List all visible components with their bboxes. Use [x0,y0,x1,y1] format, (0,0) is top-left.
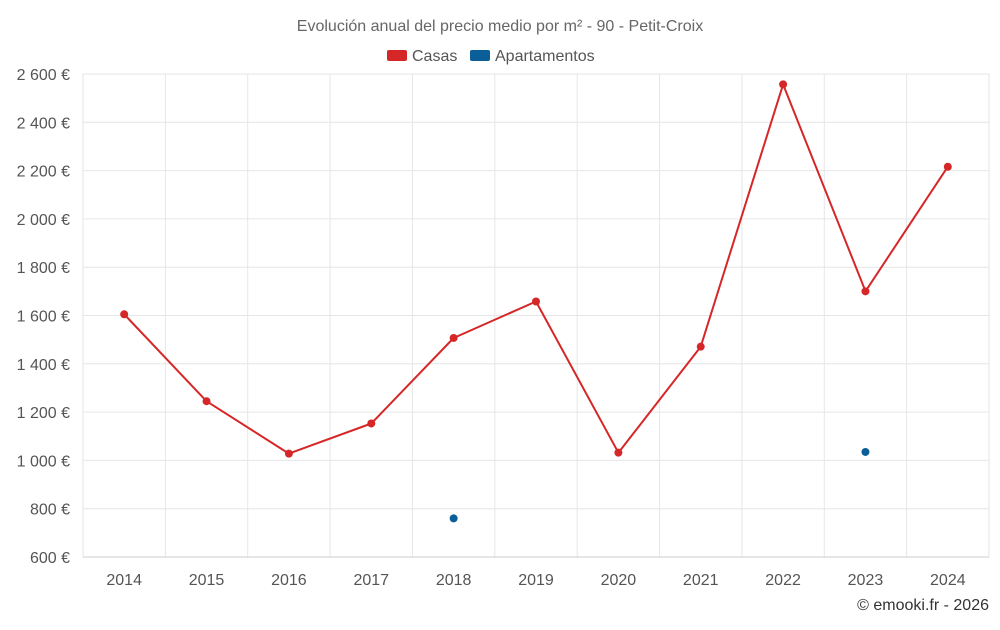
legend-label-casas: Casas [412,48,457,65]
x-tick-label: 2024 [930,572,966,589]
data-point-casas[interactable] [779,80,788,89]
data-point-apartamentos[interactable] [449,514,458,523]
y-tick-label: 600 € [30,550,70,567]
x-tick-label: 2014 [106,572,142,589]
x-tick-label: 2021 [683,572,719,589]
y-axis-tick-labels: 600 € 800 € 1 000 € 1 200 € 1 400 € 1 600 € 1 … [17,67,70,567]
data-point-casas[interactable] [943,162,952,171]
x-tick-label: 2015 [189,572,225,589]
x-tick-label: 2018 [436,572,472,589]
legend-item-apartamentos[interactable]: Apartamentos [470,48,595,65]
y-tick-label: 1 600 € [17,309,70,326]
data-point-casas[interactable] [449,333,458,342]
series-apartamentos [449,447,870,523]
y-tick-label: 2 600 € [17,67,70,84]
x-tick-label: 2020 [601,572,637,589]
x-gridlines [82,74,990,557]
data-point-apartamentos[interactable] [861,447,870,456]
legend-swatch-apartamentos [470,50,490,61]
legend-item-casas[interactable]: Casas [387,48,457,65]
x-tick-label: 2022 [765,572,801,589]
y-tick-label: 2 000 € [17,212,70,229]
data-point-casas[interactable] [120,310,129,319]
series-casas [120,80,952,458]
legend-label-apartamentos: Apartamentos [495,48,595,65]
credit-text: © emooki.fr - 2026 [857,597,989,614]
data-point-casas[interactable] [367,419,376,428]
x-tick-label: 2019 [518,572,554,589]
y-tick-label: 800 € [30,502,70,519]
data-point-casas[interactable] [202,397,211,406]
y-tick-label: 1 000 € [17,453,70,470]
data-point-casas[interactable] [614,448,623,457]
series-layer [120,80,952,523]
y-tick-label: 1 400 € [17,357,70,374]
x-tick-label: 2016 [271,572,307,589]
legend: Casas Apartamentos [387,48,595,65]
y-gridlines [83,73,989,510]
x-tick-label: 2017 [353,572,389,589]
data-point-casas[interactable] [696,342,705,351]
legend-swatch-casas [387,50,407,61]
data-point-casas[interactable] [861,287,870,296]
x-tick-label: 2023 [848,572,884,589]
y-tick-label: 1 200 € [17,405,70,422]
y-tick-label: 1 800 € [17,260,70,277]
x-axis-tick-labels: 2014 2015 2016 2017 2018 2019 2020 2021 2022 2023… [106,572,965,589]
data-point-casas[interactable] [532,297,540,306]
y-tick-label: 2 400 € [17,115,70,132]
data-point-casas[interactable] [284,449,293,458]
y-tick-label: 2 200 € [17,164,70,181]
chart-title: Evolución anual del precio medio por m² … [297,18,703,35]
